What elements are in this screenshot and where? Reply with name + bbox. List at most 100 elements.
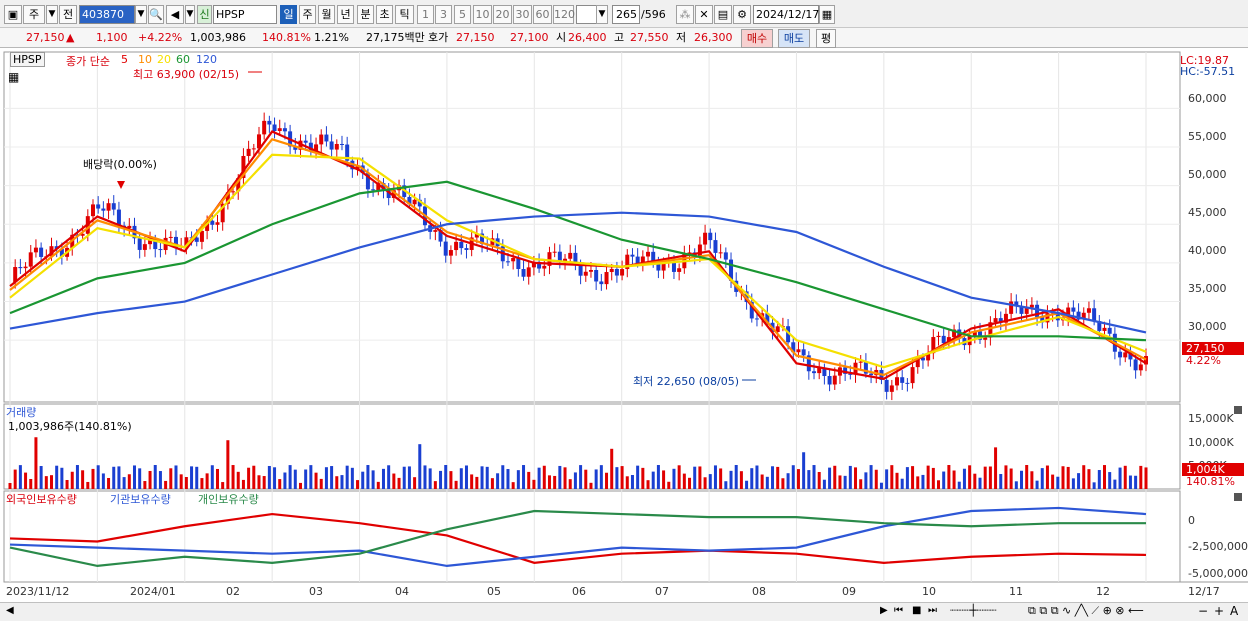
ma-legend-60[interactable]: 60 (176, 53, 190, 66)
period-year-button[interactable]: 년 (337, 5, 354, 24)
scroll-bar[interactable]: ◀ ▶ ⏮ ■ ⏭ ┈┈┈┼┈┈┈ ⧉ ⧉ ⧉ ∿ ╱╲ ⟋ ⊕ ⊗ ⟵ − +… (0, 602, 1248, 621)
volume-bar (693, 466, 697, 489)
period-day-button[interactable]: 일 (280, 5, 297, 24)
search-icon[interactable]: 🔍 (148, 5, 164, 24)
layout-icon[interactable]: ▣ (4, 5, 22, 24)
period-minute-button[interactable]: 분 (357, 5, 374, 24)
interval-10-button[interactable]: 10 (473, 5, 492, 24)
average-button[interactable]: 평 (816, 29, 836, 48)
candle-body (168, 236, 173, 238)
rewind-icon[interactable]: ⏮ (894, 605, 903, 616)
volume-bar (433, 481, 437, 489)
tab-prev[interactable]: 전 (59, 5, 77, 24)
candle-body (101, 208, 106, 211)
volume-tick-10000k: 10,000K (1188, 436, 1234, 449)
volume-bar (356, 480, 360, 489)
candle-body (407, 196, 412, 205)
save-icon[interactable]: ▤ (714, 5, 732, 24)
candle-body (153, 239, 158, 250)
volume-bar (895, 472, 899, 489)
candle-body (791, 342, 796, 353)
interval-60-button[interactable]: 60 (533, 5, 552, 24)
zoom-slider[interactable]: ┈┈┈┼┈┈┈ (950, 604, 997, 617)
buy-button[interactable]: 매수 (741, 29, 773, 48)
candle-body (194, 237, 199, 242)
volume-bar (407, 466, 411, 489)
scroll-right-icon[interactable]: ▶ (880, 605, 888, 616)
volume-bar (1066, 466, 1070, 489)
interval-5-button[interactable]: 5 (454, 5, 471, 24)
sell-button[interactable]: 매도 (778, 29, 810, 48)
volume-bar (994, 447, 998, 489)
volume-bar (522, 465, 526, 489)
zoom-out-icon[interactable]: − (1198, 604, 1209, 618)
ma-legend-5[interactable]: 5 (121, 53, 128, 66)
fast-forward-icon[interactable]: ⏭ (928, 605, 937, 616)
volume-bar (29, 478, 33, 489)
zoom-in-icon[interactable]: + (1214, 604, 1225, 618)
candle-body (640, 256, 645, 264)
period-tick-button[interactable]: 틱 (395, 5, 414, 24)
interval-3-button[interactable]: 3 (435, 5, 452, 24)
candle-body (827, 376, 832, 385)
volume-bar (330, 466, 334, 489)
bar-count-input[interactable]: 265 (612, 5, 640, 24)
tab-main[interactable]: 주 (23, 5, 45, 24)
candle-body (505, 261, 510, 263)
candle-body (314, 144, 319, 152)
candle-body (438, 230, 443, 242)
institution-holdings-legend[interactable]: 기관보유수량 (110, 493, 171, 506)
date-input[interactable]: 2024/12/17 (753, 5, 819, 24)
candle-body (895, 377, 900, 386)
candle-body (920, 357, 925, 361)
interval-30-button[interactable]: 30 (513, 5, 532, 24)
grid-icon[interactable]: ⁂ (676, 5, 694, 24)
period-week-button[interactable]: 주 (299, 5, 316, 24)
volume-bar (537, 467, 541, 489)
volume-value: 1,003,986 (190, 31, 246, 44)
chart-canvas[interactable] (0, 49, 1248, 602)
candle-body (1097, 321, 1102, 331)
volume-bar (1108, 472, 1112, 489)
ma-legend-10[interactable]: 10 (138, 53, 152, 66)
scroll-left-icon[interactable]: ◀ (6, 605, 14, 616)
gear-icon[interactable]: ⚙ (733, 5, 751, 24)
crosshair-icon[interactable]: ✕ (695, 5, 713, 24)
foreign-holdings-legend[interactable]: 외국인보유수량 (6, 493, 77, 506)
candle-body (106, 203, 111, 211)
volume-bar (999, 474, 1003, 489)
table-icon[interactable]: ▦ (8, 70, 20, 84)
ma-legend-120[interactable]: 120 (196, 53, 217, 66)
volume-bar (957, 481, 961, 489)
volume-bar (719, 468, 723, 489)
stock-code-input[interactable]: 403870 (79, 5, 135, 24)
speaker-dropdown-icon[interactable]: ▼ (185, 5, 195, 24)
individual-holdings-legend[interactable]: 개인보유수량 (198, 493, 259, 506)
volume-bar (983, 466, 987, 489)
candle-body (371, 189, 376, 191)
ticker-box[interactable]: HPSP (10, 52, 45, 67)
volume-bar (843, 475, 847, 489)
new-listing-badge: 신 (197, 5, 212, 24)
interval-20-button[interactable]: 20 (493, 5, 512, 24)
interval-1-button[interactable]: 1 (417, 5, 434, 24)
calendar-icon[interactable]: ▦ (819, 5, 835, 24)
font-size-icon[interactable]: A (1230, 604, 1239, 618)
interval-dropdown-icon[interactable]: ▼ (596, 5, 608, 24)
holdings-panel-close-icon (1234, 493, 1242, 501)
volume-bar (501, 465, 505, 489)
chevron-down-icon[interactable]: ▼ (46, 5, 58, 24)
stock-name-field[interactable]: HPSP (213, 5, 277, 24)
ma-legend-20[interactable]: 20 (157, 53, 171, 66)
stop-icon[interactable]: ■ (912, 605, 922, 616)
speaker-icon[interactable]: ◀ (166, 5, 184, 24)
code-dropdown-icon[interactable]: ▼ (135, 5, 147, 24)
volume-bar (859, 479, 863, 489)
candle-body (282, 128, 287, 132)
volume-bar (418, 444, 422, 489)
period-month-button[interactable]: 월 (318, 5, 335, 24)
drawing-tools-icon[interactable]: ⧉ ⧉ ⧉ ∿ ╱╲ ⟋ ⊕ ⊗ ⟵ (1028, 604, 1144, 617)
period-second-button[interactable]: 초 (376, 5, 393, 24)
interval-120-button[interactable]: 120 (553, 5, 575, 24)
volume-bar (107, 477, 111, 489)
